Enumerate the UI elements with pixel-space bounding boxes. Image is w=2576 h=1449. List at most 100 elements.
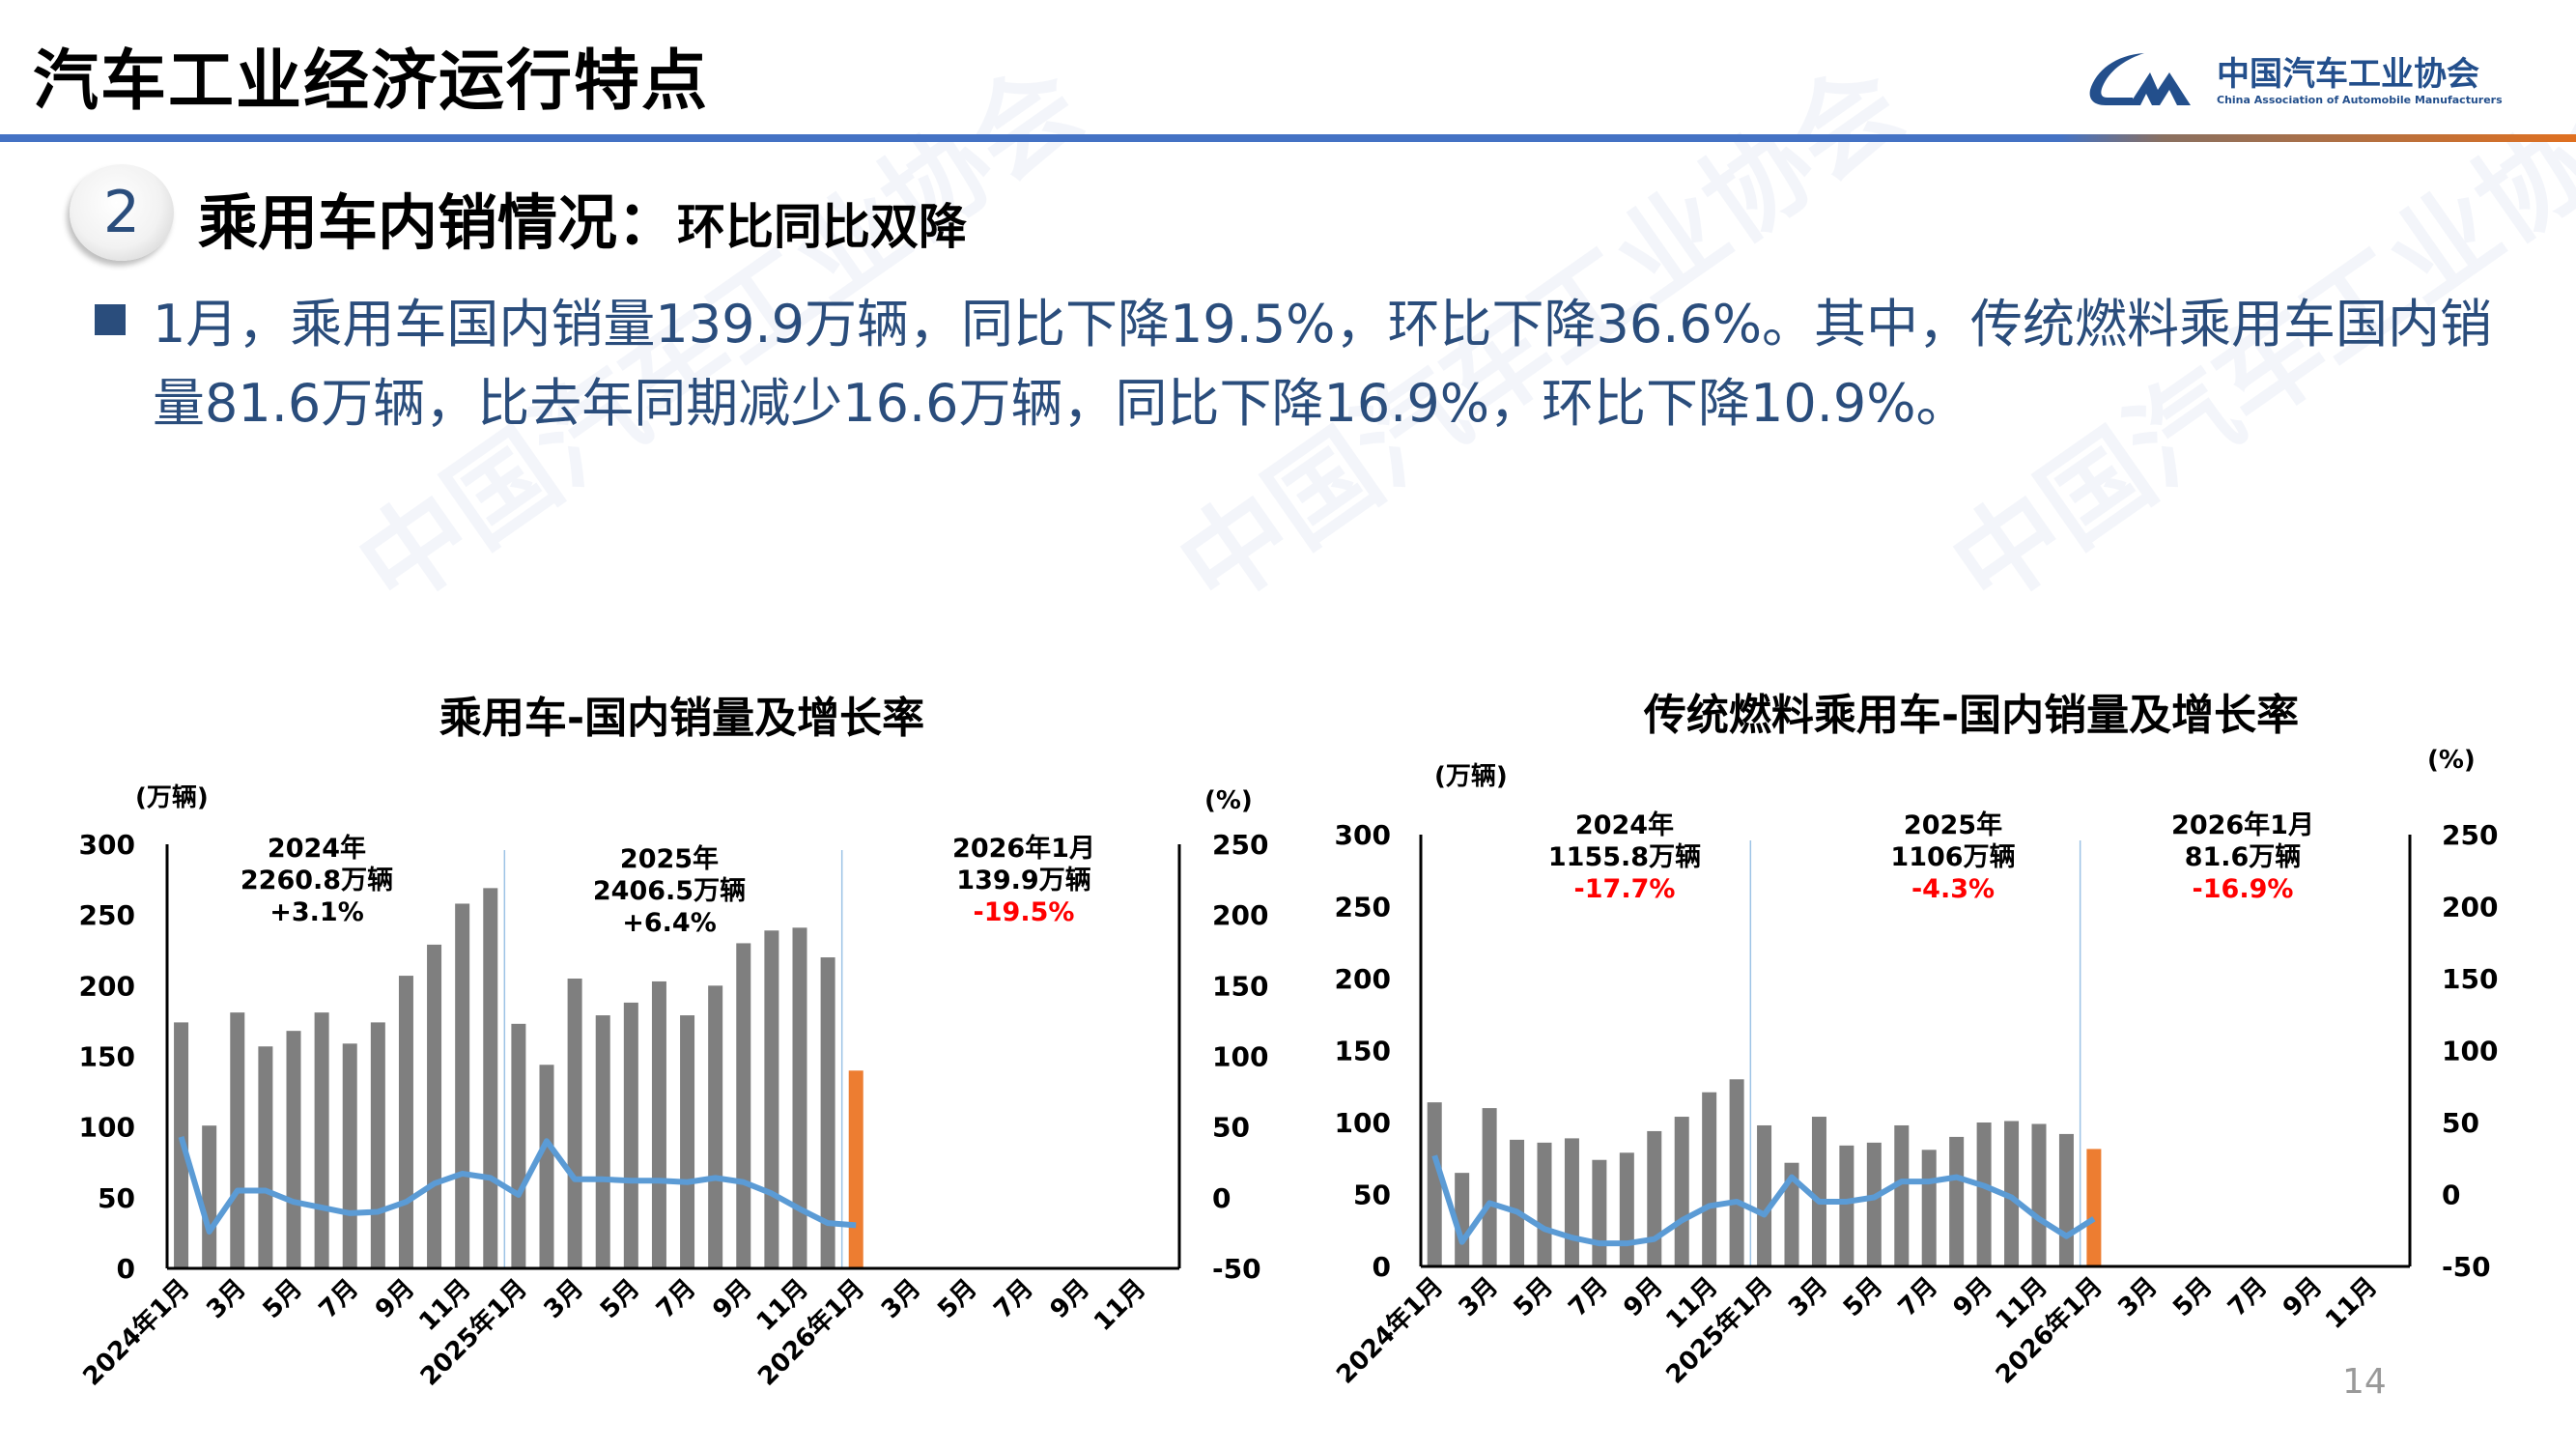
chart2-bar	[1537, 1142, 1552, 1266]
chart1-y2-tick-label: 200	[1212, 899, 1268, 931]
chart1-title: 乘用车-国内销量及增长率	[439, 694, 925, 743]
chart1-y-tick-label: 50	[98, 1182, 135, 1214]
chart2-y2-tick-label: -50	[2442, 1251, 2491, 1283]
chart1-bar	[483, 888, 498, 1268]
chart2-bar	[1976, 1122, 1992, 1266]
chart1-bar	[314, 1012, 329, 1268]
chart2-y-tick-label: 100	[1335, 1107, 1391, 1139]
chart1-bar	[680, 1015, 695, 1268]
logo-chinese-name: 中国汽车工业协会	[2217, 55, 2479, 94]
section-number-badge	[70, 164, 174, 261]
chart2-title: 传统燃料乘用车-国内销量及增长率	[1643, 691, 2300, 740]
chart2-bar	[1510, 1139, 1525, 1266]
chart2-bar	[1647, 1130, 1662, 1266]
chart1-right-unit: (%)	[1204, 786, 1253, 815]
chart1-bar	[342, 1043, 357, 1268]
chart2-left-unit: (万辆)	[1434, 762, 1508, 791]
chart1-bar	[820, 957, 835, 1268]
chart2-x-tick-label: 5月	[1509, 1272, 1559, 1322]
chart2-annotation-2025: 2025年 1106万辆 -4.3%	[1890, 810, 2016, 904]
chart1-y-tick-label: 200	[79, 970, 135, 1002]
chart1-x-tick-label: 3月	[201, 1274, 251, 1324]
chart2-x-tick-label: 7月	[1563, 1272, 1613, 1322]
chart1-y2-tick-label: 0	[1212, 1182, 1231, 1214]
chart2-bar	[1729, 1079, 1744, 1266]
chart1-y2-tick-label: 50	[1212, 1112, 1250, 1144]
chart1-x-tick-label: 2024年1月	[77, 1273, 196, 1392]
summary-text: 1月，乘用车国内销量139.9万辆，同比下降19.5%，环比下降36.6%。其中…	[153, 294, 2493, 434]
page-title: 汽车工业经济运行特点	[33, 43, 710, 120]
chart1-bar	[595, 1015, 610, 1268]
chart1-x-tick-label: 5月	[932, 1274, 982, 1324]
chart2-y-tick-label: 250	[1335, 892, 1391, 923]
chart2-bar	[1455, 1173, 1470, 1266]
chart2-x-tick-label: 7月	[1893, 1272, 1943, 1322]
chart2-bar	[1427, 1102, 1442, 1266]
chart1-y2-tick-label: 150	[1212, 970, 1268, 1002]
chart1-y-tick-label: 250	[79, 899, 135, 931]
chart2-bar	[2031, 1123, 2047, 1266]
section-number: 2	[102, 179, 141, 246]
chart1-x-tick-label: 11月	[1089, 1274, 1151, 1337]
chart1-y-tick-label: 100	[79, 1112, 135, 1144]
chart1-x-tick-label: 3月	[876, 1274, 926, 1324]
chart2-x-tick-label: 7月	[2222, 1272, 2273, 1322]
chart2-bar	[1839, 1145, 1854, 1266]
chart2-y-tick-label: 0	[1373, 1251, 1391, 1283]
chart1-bar	[792, 927, 807, 1268]
chart2-bar	[1619, 1152, 1634, 1266]
chart2-y2-tick-label: 250	[2442, 819, 2498, 851]
chart1-y2-tick-label: -50	[1212, 1253, 1261, 1285]
chart1-x-tick-label: 5月	[595, 1274, 645, 1324]
chart2-bar	[1784, 1162, 1799, 1266]
chart1-bar	[455, 903, 470, 1268]
chart1-x-tick-label: 9月	[707, 1274, 757, 1324]
chart2-x-tick-label: 3月	[2112, 1272, 2163, 1322]
chart1-annotation-2025: 2025年 2406.5万辆 +6.4%	[592, 844, 747, 938]
header-divider	[0, 134, 2576, 142]
chart2-x-tick-label: 2024年1月	[1331, 1271, 1450, 1390]
chart1-x-tick-label: 3月	[539, 1274, 589, 1324]
chart1-bar	[848, 1070, 863, 1268]
chart1-bar	[511, 1023, 526, 1268]
chart1-growth-line	[178, 1136, 857, 1235]
section-subtitle: 环比同比双降	[677, 199, 968, 255]
chart2-y2-tick-label: 150	[2442, 963, 2498, 995]
chart2-bar	[1482, 1108, 1497, 1266]
chart1-y-tick-label: 0	[117, 1253, 135, 1285]
chart1-y-tick-label: 150	[79, 1041, 135, 1073]
bullet-square-icon	[95, 304, 126, 335]
section-title: 乘用车内销情况：环比同比双降	[198, 174, 967, 261]
chart2-x-tick-label: 3月	[1454, 1272, 1504, 1322]
chart2-y2-tick-label: 50	[2442, 1107, 2479, 1139]
chart2-bar	[2004, 1121, 2020, 1266]
chart1-x-tick-label: 5月	[258, 1274, 308, 1324]
chart1-bar	[258, 1046, 273, 1268]
chart2-bar	[1894, 1124, 1910, 1266]
chart2-x-tick-label: 5月	[2167, 1272, 2218, 1322]
chart2-bar	[2058, 1133, 2074, 1266]
chart1-x-tick-label: 7月	[988, 1274, 1038, 1324]
chart2-bar	[1866, 1142, 1882, 1266]
chart1-x-tick-label: 9月	[370, 1274, 420, 1324]
chart1-annotation-2024: 2024年 2260.8万辆 +3.1%	[240, 834, 394, 927]
chart2-y2-tick-label: 200	[2442, 892, 2498, 923]
chart1-bar	[427, 944, 442, 1268]
chart1-bar	[539, 1065, 554, 1268]
chart1-x-tick-label: 7月	[314, 1274, 364, 1324]
chart2-y-tick-label: 50	[1353, 1179, 1391, 1211]
chart1-bar	[230, 1012, 245, 1268]
chart1-left-unit: (万辆)	[135, 783, 209, 812]
chart2-right-unit: (%)	[2427, 746, 2476, 775]
chart1-x-tick-label: 9月	[1045, 1274, 1095, 1324]
page-number: 14	[2342, 1362, 2387, 1402]
chart2-y2-tick-label: 0	[2442, 1179, 2460, 1211]
caam-logo: 中国汽车工业协会 China Association of Automobile…	[2086, 43, 2511, 121]
caam-logo-icon	[2089, 53, 2191, 105]
chart2-y-tick-label: 150	[1335, 1036, 1391, 1067]
chart1-bar	[623, 1002, 638, 1268]
chart1-bar	[567, 979, 582, 1268]
chart1-y2-tick-label: 100	[1212, 1041, 1268, 1073]
chart1-y-tick-label: 300	[79, 829, 135, 861]
